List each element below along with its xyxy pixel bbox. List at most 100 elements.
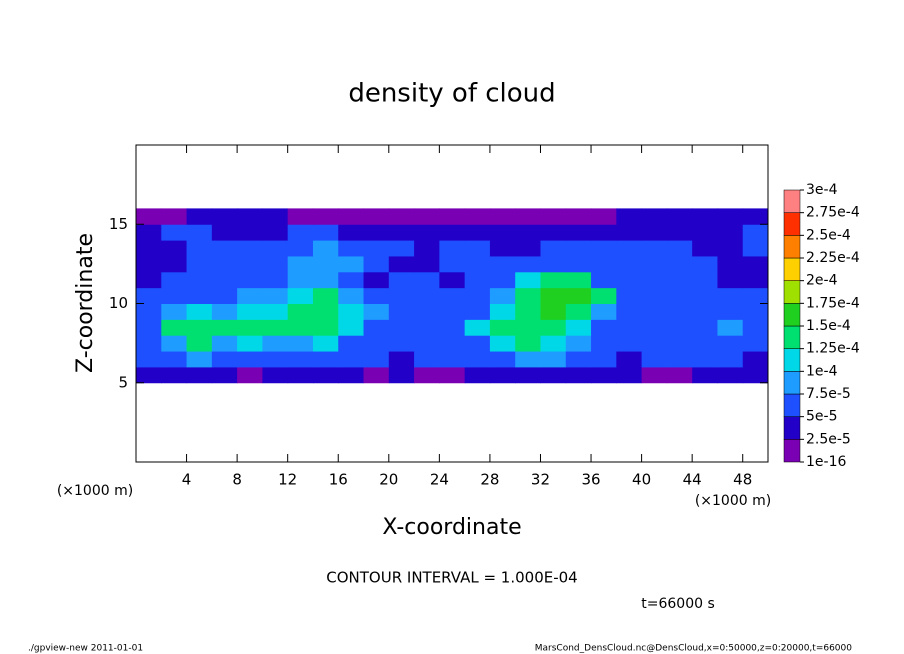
cell: [565, 255, 592, 273]
cell: [489, 303, 516, 320]
colorbar-label: 1e-16: [806, 454, 846, 470]
cell: [540, 319, 567, 336]
cell: [717, 351, 744, 368]
cell: [363, 319, 390, 336]
cell: [211, 366, 238, 384]
cell: [692, 240, 718, 257]
cell: [312, 335, 339, 352]
cell: [414, 319, 440, 336]
cell: [565, 366, 592, 384]
footer-right: MarsCond_DensCloud.nc@DensCloud,x=0:5000…: [535, 644, 852, 654]
cell: [338, 240, 365, 257]
cell: [616, 319, 643, 336]
cell: [186, 303, 213, 320]
cell: [161, 224, 188, 241]
cell: [641, 366, 668, 384]
cell: [211, 303, 238, 320]
cell: [211, 271, 238, 289]
cell: [717, 366, 744, 384]
x-axis-label: X-coordinate: [382, 515, 521, 540]
cell: [439, 351, 466, 368]
time-label: t=66000 s: [641, 596, 715, 612]
cell: [312, 224, 339, 241]
cell: [616, 240, 643, 257]
cell: [287, 319, 314, 336]
cell: [616, 366, 643, 384]
cell: [414, 366, 440, 384]
cell: [287, 271, 314, 289]
cell: [262, 208, 289, 225]
cell: [262, 303, 289, 320]
cell: [262, 240, 289, 257]
x-tick-label: 32: [531, 471, 550, 489]
cell: [388, 224, 415, 241]
cell: [287, 335, 314, 352]
cell: [717, 303, 744, 320]
cell: [161, 271, 188, 289]
cell: [186, 255, 213, 273]
cell: [565, 351, 592, 368]
cell: [414, 255, 440, 273]
cell: [237, 255, 263, 273]
cell: [666, 319, 693, 336]
cell: [489, 287, 516, 304]
cell: [540, 208, 567, 225]
cell: [363, 208, 390, 225]
cell: [666, 366, 693, 384]
cell: [540, 287, 567, 304]
cell: [414, 271, 440, 289]
cell: [363, 240, 390, 257]
cell: [591, 240, 617, 257]
x-tick-label: 4: [182, 471, 192, 489]
cell: [439, 303, 466, 320]
cell: [237, 224, 263, 241]
cell: [211, 351, 238, 368]
cell: [338, 366, 365, 384]
cell: [565, 224, 592, 241]
cell: [312, 255, 339, 273]
cell: [262, 319, 289, 336]
cell: [186, 240, 213, 257]
cell: [742, 208, 769, 225]
cell: [464, 271, 491, 289]
cell: [692, 287, 718, 304]
cell: [540, 366, 567, 384]
cell: [338, 224, 365, 241]
annotation: CONTOUR INTERVAL = 1.000E-04: [326, 569, 577, 587]
colorbar-swatch: [783, 280, 801, 304]
cell: [211, 319, 238, 336]
cell: [414, 351, 440, 368]
cell: [489, 271, 516, 289]
cell: [439, 366, 466, 384]
colorbar-label: 2.5e-5: [806, 431, 851, 447]
cell: [312, 271, 339, 289]
cell: [641, 287, 668, 304]
cell: [641, 255, 668, 273]
cell: [666, 208, 693, 225]
cell: [616, 208, 643, 225]
cell: [439, 255, 466, 273]
cell: [464, 366, 491, 384]
cell: [312, 351, 339, 368]
cell: [439, 319, 466, 336]
cell: [515, 319, 541, 336]
cell: [338, 271, 365, 289]
cell: [161, 319, 188, 336]
cell: [515, 255, 541, 273]
cell: [136, 208, 162, 225]
colorbar-swatch: [783, 325, 801, 349]
colorbar-label: 2.25e-4: [806, 250, 860, 266]
cell: [464, 287, 491, 304]
cell: [742, 303, 769, 320]
cell: [742, 335, 769, 352]
cell: [641, 208, 668, 225]
cell: [136, 271, 162, 289]
cell: [414, 240, 440, 257]
cell: [616, 303, 643, 320]
cell: [591, 287, 617, 304]
cell: [464, 319, 491, 336]
x-tick-label: 12: [278, 471, 297, 489]
cell: [591, 366, 617, 384]
colorbar-swatch: [783, 257, 801, 281]
cell: [388, 255, 415, 273]
